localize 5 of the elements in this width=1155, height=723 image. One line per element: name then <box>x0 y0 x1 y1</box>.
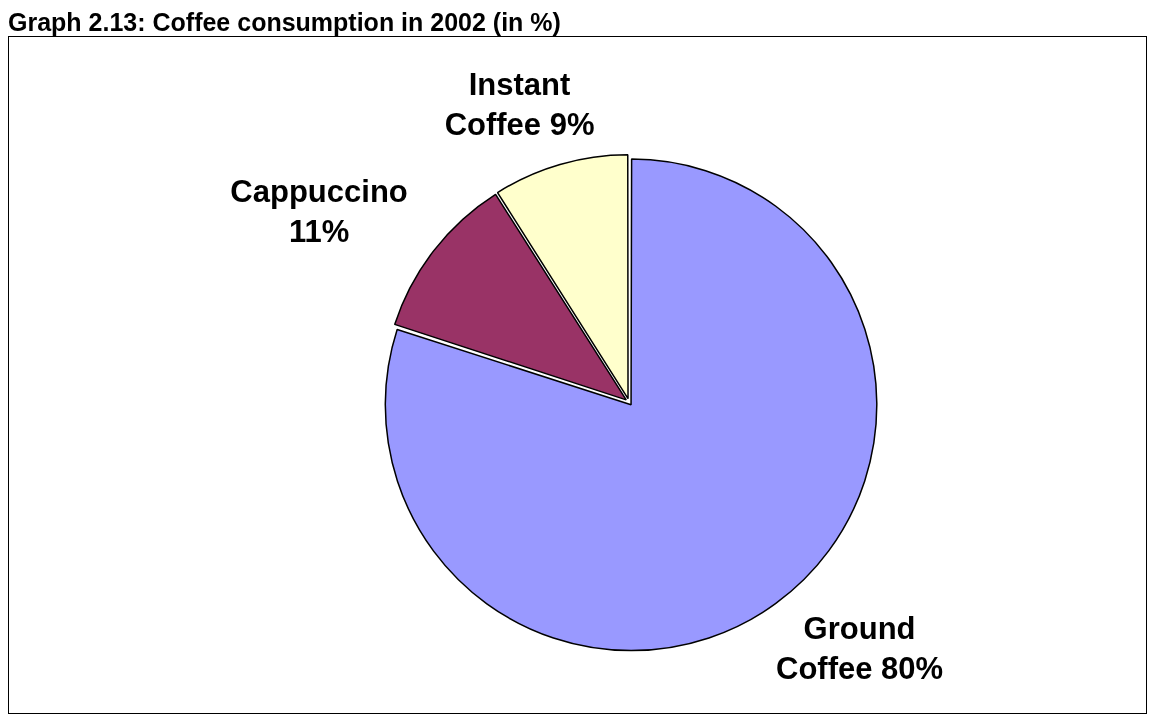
slice-label: Cappuccino <box>230 174 408 210</box>
data-label: 11% <box>288 214 350 250</box>
slice-label: Instant Coffee 9% <box>444 67 595 143</box>
chart-title: Graph 2.13: Coffee consumption in 2002 (in %) <box>8 8 562 36</box>
slice-label: Ground Coffee 80% <box>776 611 944 687</box>
